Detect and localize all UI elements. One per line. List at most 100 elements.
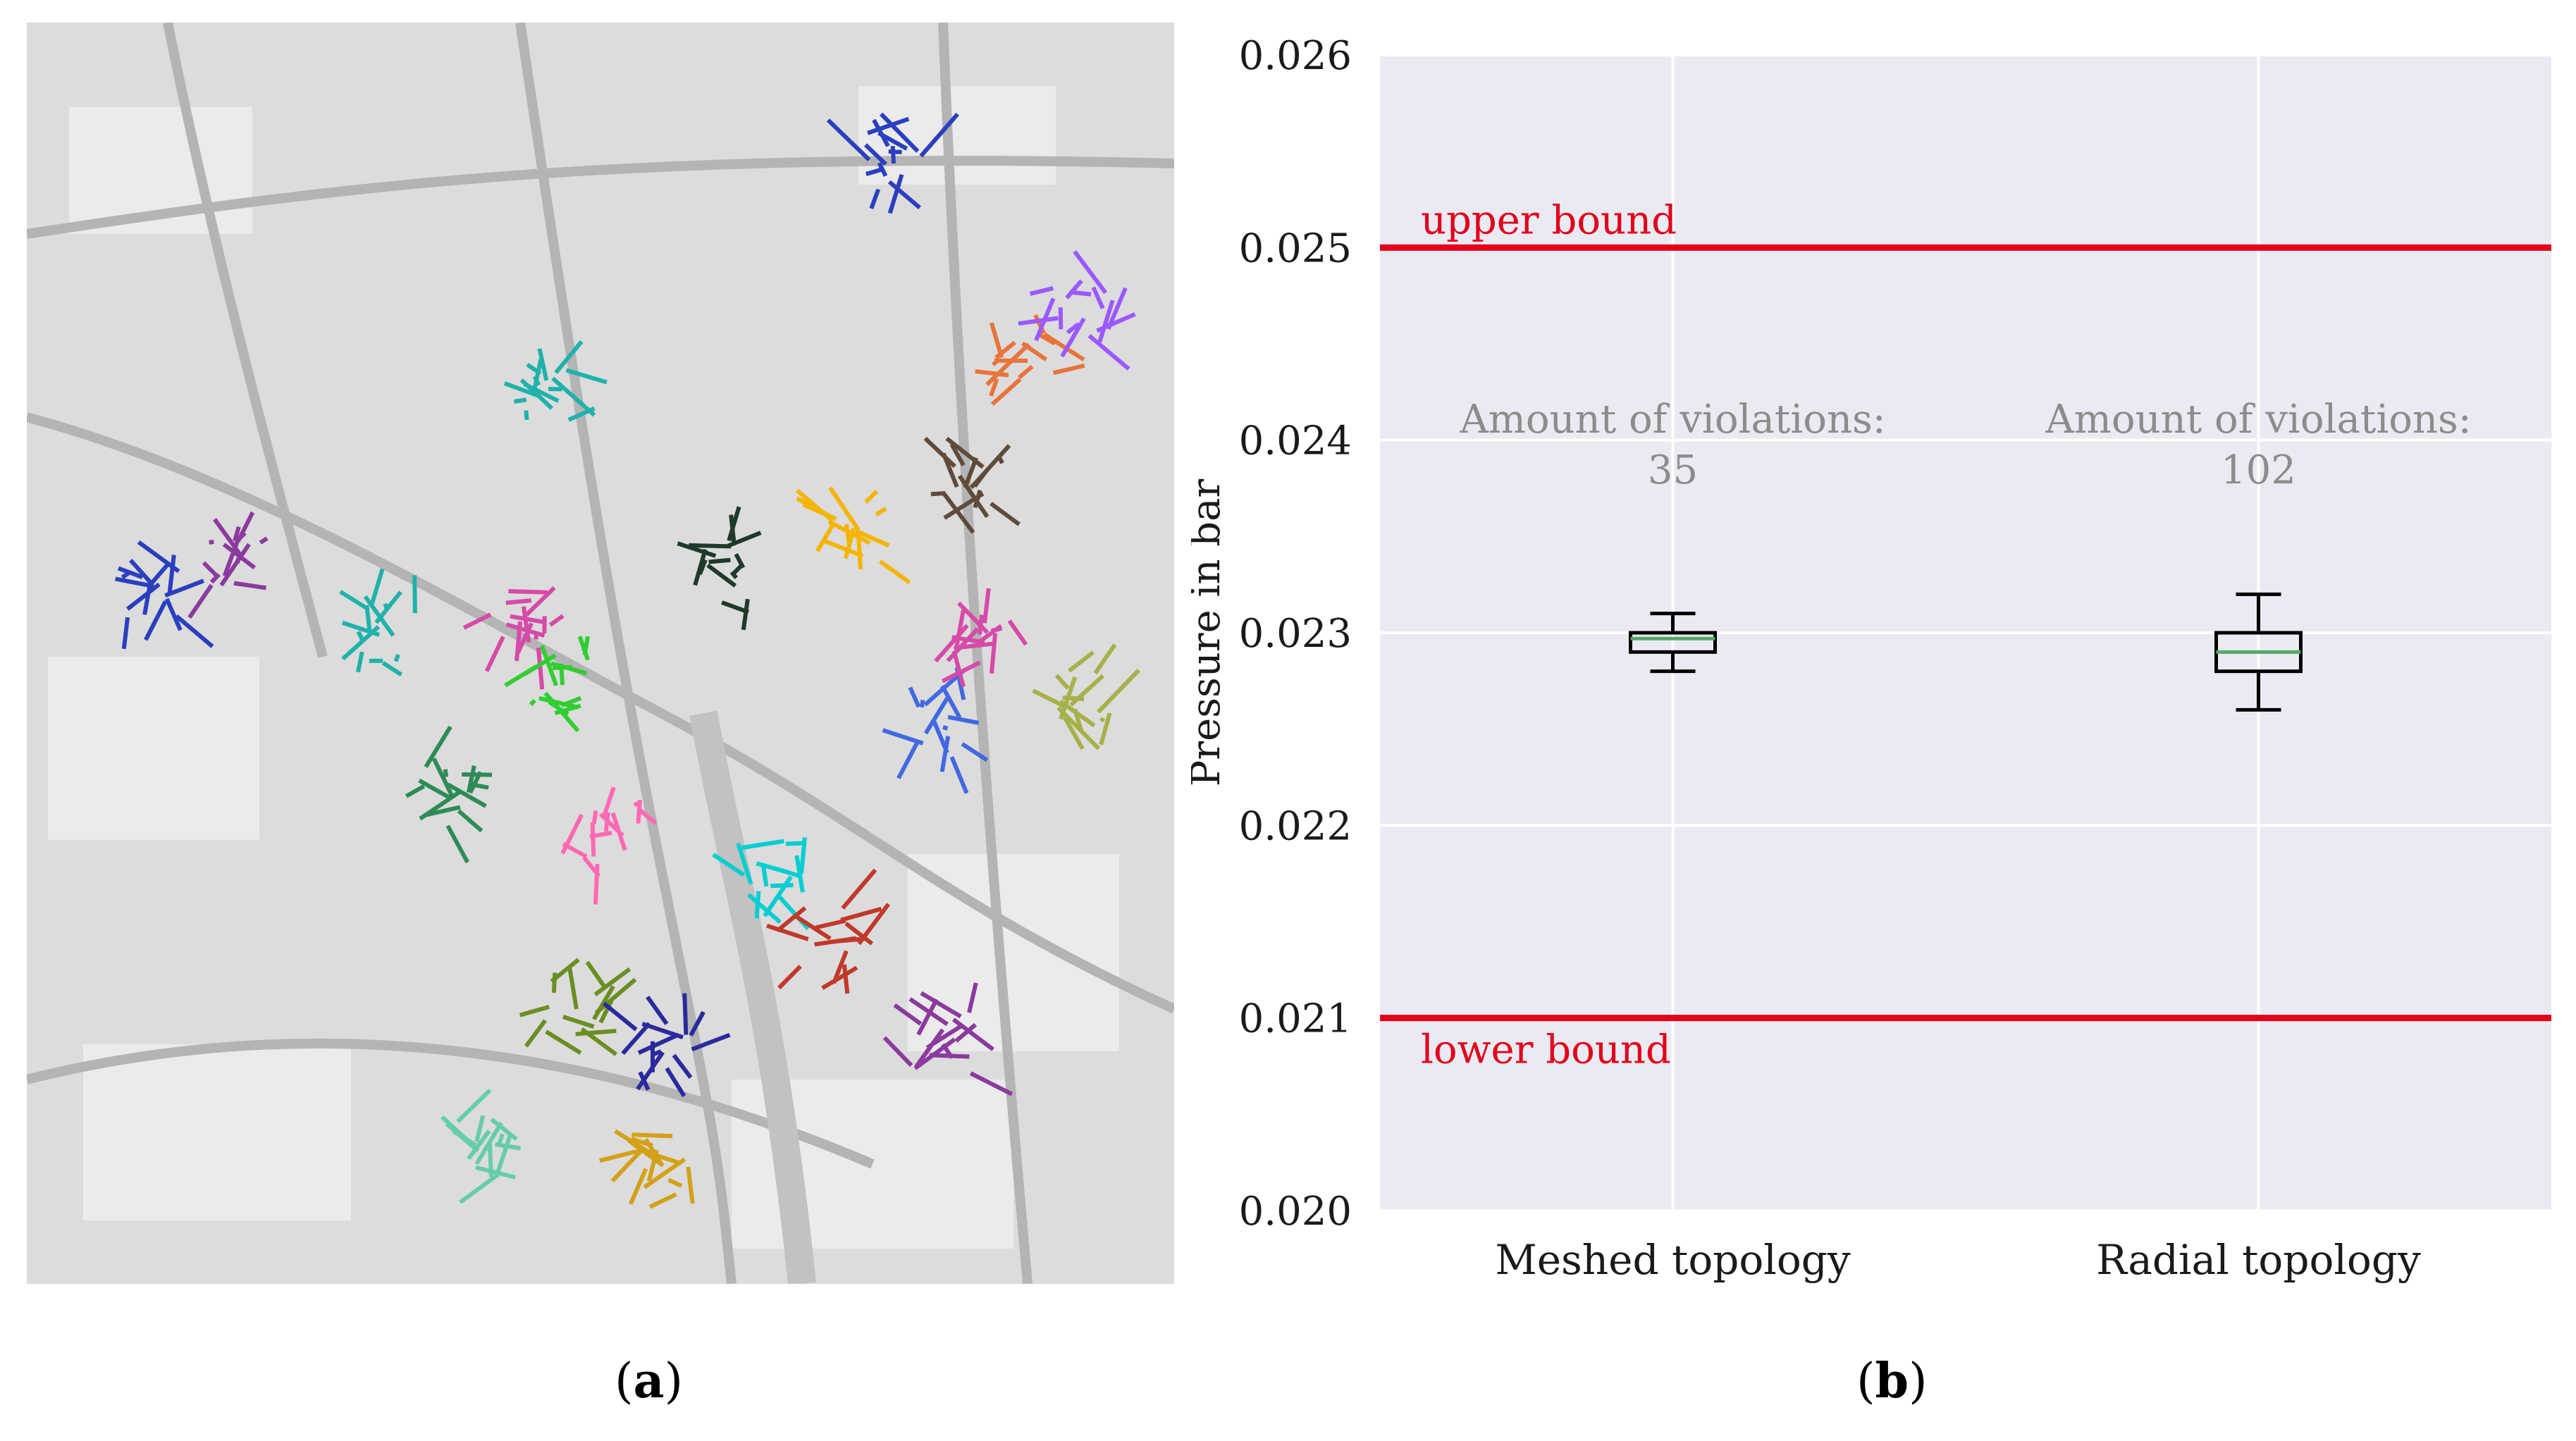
gas-pipe — [947, 715, 980, 725]
map-river — [689, 710, 816, 1284]
gas-pipe — [867, 116, 910, 135]
gas-pipe — [175, 614, 214, 648]
y-tick-label: 0.023 — [1239, 611, 1352, 657]
gas-network-cluster — [504, 636, 590, 733]
city-map-gas-network-icon — [27, 23, 1174, 1284]
reference-line-label: upper bound — [1421, 197, 1677, 243]
gas-pipe — [630, 1137, 653, 1148]
x-tick-label: Meshed topology — [1495, 1236, 1851, 1284]
gas-pipe — [121, 570, 131, 579]
gas-pipe — [919, 112, 959, 158]
gas-pipe — [593, 967, 631, 996]
gas-pipe — [939, 736, 951, 772]
gas-pipe — [536, 648, 545, 690]
gas-pipe — [424, 725, 452, 768]
gas-network-cluster — [882, 667, 989, 794]
gas-pipe — [923, 436, 956, 469]
y-tick-label: 0.026 — [1239, 33, 1352, 79]
gas-pipe — [989, 322, 1004, 359]
gas-pipe — [187, 583, 214, 619]
gas-pipe — [456, 1089, 492, 1123]
gas-pipe — [855, 528, 890, 548]
gas-pipe — [689, 543, 732, 549]
gas-pipe — [592, 984, 615, 1021]
gas-pipe — [526, 362, 542, 376]
gas-pipe — [741, 598, 750, 631]
gas-pipe — [1032, 688, 1066, 709]
reference-line-label: lower bound — [1421, 1027, 1671, 1073]
gas-pipe — [445, 1122, 479, 1153]
gas-network-cluster — [826, 112, 959, 214]
y-tick-label: 0.020 — [1239, 1189, 1352, 1235]
gas-network-cluster — [975, 314, 1085, 406]
gas-pipe — [233, 526, 241, 542]
gas-pipe — [1099, 717, 1106, 723]
gas-pipe — [973, 467, 990, 488]
gas-pipe — [864, 490, 879, 504]
gas-pipe — [916, 998, 939, 1036]
gas-pipe — [575, 1028, 617, 1037]
gas-network-cluster — [503, 340, 608, 422]
gas-pipe — [770, 883, 794, 889]
gas-pipe — [381, 661, 403, 676]
gas-pipe — [598, 999, 614, 1024]
gas-pipe — [934, 624, 969, 663]
gas-pipe — [991, 359, 999, 366]
gas-pipe — [736, 842, 753, 885]
gas-pipe — [990, 502, 1021, 526]
gas-pipe — [712, 853, 746, 877]
panel-label-b: (b) — [1856, 1353, 1928, 1409]
gas-pipe — [636, 1051, 665, 1091]
gas-pipe — [890, 146, 896, 164]
gas-pipe — [882, 1036, 913, 1068]
gas-pipe — [708, 557, 731, 564]
gas-network-cluster — [934, 588, 1028, 688]
gas-pipe — [941, 452, 959, 488]
gas-pipe — [590, 822, 596, 857]
y-tick-label: 0.022 — [1239, 803, 1352, 849]
gas-pipe — [115, 576, 154, 588]
gas-pipe — [686, 1166, 695, 1204]
gas-pipe — [633, 800, 643, 808]
gas-pipe — [129, 558, 152, 584]
gas-pipe — [222, 543, 257, 570]
gas-pipe — [863, 143, 887, 166]
gas-pipe — [148, 561, 171, 587]
gas-pipe — [603, 1001, 638, 1032]
gas-pipe — [637, 1032, 679, 1055]
gas-network-cluster — [795, 486, 911, 585]
gas-pipe — [1067, 650, 1095, 673]
gas-pipe — [1099, 712, 1112, 746]
gas-pipe — [920, 700, 925, 708]
gas-pipe — [766, 923, 809, 941]
gas-pipe — [164, 598, 183, 631]
gas-pipe — [219, 543, 251, 587]
gas-pipe — [167, 555, 176, 595]
gas-pipe — [550, 661, 588, 676]
gas-pipe — [364, 605, 372, 633]
gas-network-cluster — [187, 511, 269, 619]
gas-pipe — [946, 627, 980, 662]
gas-pipe — [117, 566, 144, 579]
gas-pipe — [875, 507, 887, 517]
gas-pipe — [538, 695, 579, 710]
gas-pipe — [957, 601, 990, 634]
gas-pipe — [763, 875, 793, 917]
gas-pipe — [961, 742, 989, 762]
gas-pipe — [412, 575, 417, 614]
gas-pipe — [1043, 333, 1085, 361]
gas-pipe — [951, 650, 966, 688]
gas-pipe — [1087, 334, 1130, 371]
gas-pipe — [665, 1067, 686, 1098]
gas-pipe — [990, 377, 1022, 406]
gas-pipe — [982, 588, 991, 624]
gas-pipe — [754, 891, 761, 919]
gas-pipe — [693, 548, 708, 586]
gas-pipe — [1007, 619, 1028, 646]
gas-pipe — [908, 997, 949, 1027]
gas-pipe — [445, 824, 469, 864]
panel-label-a: (a) — [615, 1353, 684, 1409]
gas-pipe — [567, 967, 579, 1010]
gas-pipe — [599, 1149, 637, 1163]
gas-pipe — [524, 1019, 548, 1048]
